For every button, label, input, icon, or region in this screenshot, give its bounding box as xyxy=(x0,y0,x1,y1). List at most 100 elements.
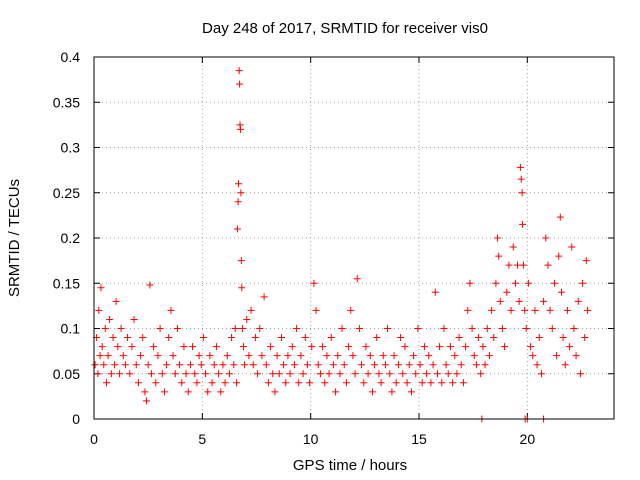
data-point xyxy=(154,352,162,360)
data-point xyxy=(208,379,216,387)
data-point xyxy=(126,370,134,378)
data-point xyxy=(446,343,454,351)
data-point xyxy=(397,334,405,342)
data-point xyxy=(119,352,127,360)
data-point xyxy=(566,343,574,351)
data-point xyxy=(570,325,578,332)
data-point xyxy=(314,361,322,369)
data-point xyxy=(427,379,435,387)
data-point xyxy=(267,343,275,351)
data-point xyxy=(542,234,550,242)
data-point xyxy=(462,343,470,351)
data-point xyxy=(141,388,149,396)
data-point xyxy=(316,370,324,378)
data-point xyxy=(386,370,394,378)
y-tick-label: 0.05 xyxy=(53,366,80,382)
data-point xyxy=(158,370,166,378)
y-axis-label: SRMTID / TECUs xyxy=(6,179,23,297)
data-point xyxy=(490,334,498,342)
data-point xyxy=(483,325,491,332)
data-point xyxy=(96,352,104,360)
data-point xyxy=(202,370,210,378)
data-point xyxy=(293,325,301,332)
data-point xyxy=(112,297,120,305)
data-point xyxy=(147,370,155,378)
data-point xyxy=(582,257,590,265)
data-point xyxy=(114,343,122,351)
data-point xyxy=(121,361,129,369)
data-point xyxy=(236,125,244,133)
data-point xyxy=(516,163,524,171)
data-point xyxy=(237,189,245,197)
chart-title: Day 248 of 2017, SRMTID for receiver vis… xyxy=(202,20,488,37)
data-point xyxy=(442,361,450,369)
data-point xyxy=(264,379,272,387)
data-point xyxy=(223,352,231,360)
data-point xyxy=(425,352,433,360)
data-point xyxy=(403,379,411,387)
data-point xyxy=(249,361,257,369)
data-point xyxy=(134,379,142,387)
data-point xyxy=(563,306,571,314)
data-point xyxy=(464,306,472,314)
data-point xyxy=(524,279,532,287)
data-point xyxy=(240,343,247,351)
data-point xyxy=(466,279,474,287)
data-point xyxy=(215,370,223,378)
y-tick-label: 0.1 xyxy=(61,321,81,337)
data-point xyxy=(171,370,179,378)
data-point xyxy=(358,361,366,369)
data-point xyxy=(449,379,457,387)
data-point xyxy=(455,334,463,342)
data-point xyxy=(186,361,194,369)
data-point xyxy=(581,334,589,342)
data-point xyxy=(117,325,125,332)
x-tick-labels: 0 5 10 15 20 xyxy=(90,431,535,447)
data-point xyxy=(479,343,487,351)
data-point xyxy=(210,361,218,369)
data-point xyxy=(286,370,294,378)
x-tick-label: 0 xyxy=(90,431,98,447)
data-point xyxy=(553,352,561,360)
data-point xyxy=(327,334,335,342)
data-point xyxy=(197,361,205,369)
data-point xyxy=(388,388,396,396)
data-point xyxy=(106,315,114,323)
data-point xyxy=(559,334,567,342)
data-point xyxy=(517,175,525,183)
data-point xyxy=(100,361,108,369)
data-point xyxy=(236,80,244,88)
data-point xyxy=(340,361,348,369)
data-point xyxy=(371,361,379,369)
data-point xyxy=(405,361,413,369)
data-point xyxy=(576,370,584,378)
data-point xyxy=(574,297,582,305)
data-point xyxy=(124,334,132,342)
data-point xyxy=(342,379,350,387)
data-point xyxy=(280,361,288,369)
data-point xyxy=(366,352,374,360)
data-point xyxy=(321,379,329,387)
y-tick-label: 0 xyxy=(72,411,80,427)
data-point xyxy=(548,325,556,332)
data-point xyxy=(495,252,503,260)
data-point xyxy=(173,325,181,332)
data-point xyxy=(334,352,342,360)
data-point xyxy=(511,279,519,287)
x-tick-label: 10 xyxy=(303,431,319,447)
data-point xyxy=(556,213,564,221)
data-point xyxy=(501,343,509,351)
data-point xyxy=(237,257,245,265)
data-point xyxy=(519,261,527,269)
data-point xyxy=(101,325,109,332)
data-point xyxy=(180,343,188,351)
data-point xyxy=(509,243,517,251)
data-point xyxy=(137,352,145,360)
data-point xyxy=(271,388,279,396)
data-point xyxy=(142,397,150,405)
data-point xyxy=(375,370,383,378)
data-point xyxy=(472,361,480,369)
data-point xyxy=(535,334,543,342)
data-point xyxy=(262,361,270,369)
